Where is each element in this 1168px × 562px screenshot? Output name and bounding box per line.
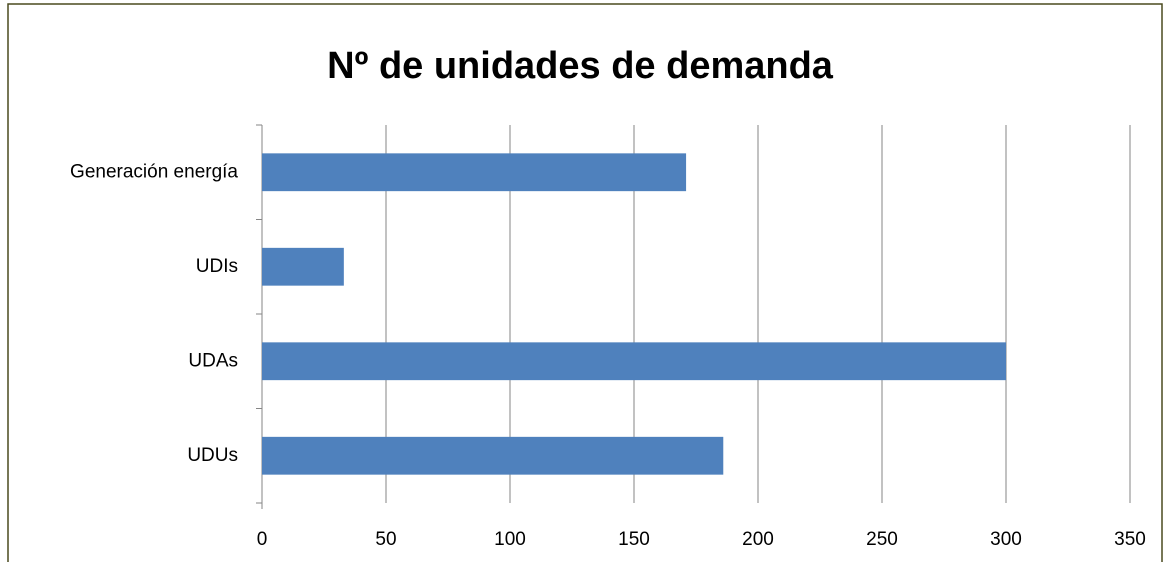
x-tick-label: 50: [375, 529, 396, 550]
y-tick-label: Generación energía: [70, 161, 238, 182]
x-tick-label: 350: [1114, 529, 1146, 550]
chart-title: Nº de unidades de demanda: [327, 45, 834, 87]
bar: [262, 342, 1006, 381]
x-tick-label: 0: [257, 529, 268, 550]
y-tick-label: UDIs: [196, 256, 238, 277]
y-tick-label: UDAs: [188, 350, 238, 371]
chart-frame: [7, 3, 1163, 562]
bar: [262, 436, 724, 475]
x-tick-label: 200: [742, 529, 774, 550]
bar: [262, 153, 687, 192]
x-tick-label: 300: [990, 529, 1022, 550]
y-tick-label: UDUs: [187, 445, 238, 466]
x-tick-label: 150: [618, 529, 650, 550]
bar: [262, 247, 344, 286]
x-tick-label: 100: [494, 529, 526, 550]
x-tick-label: 250: [866, 529, 898, 550]
